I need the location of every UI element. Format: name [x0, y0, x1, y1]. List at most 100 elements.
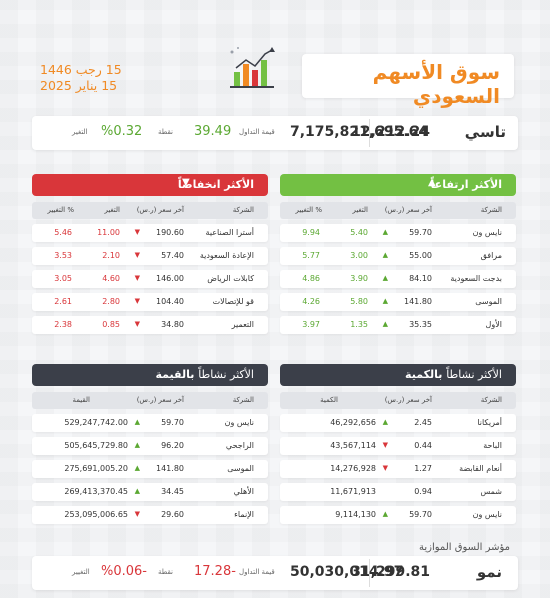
- amount: 275,691,005.20: [64, 464, 128, 473]
- tasi-change-label: التغير: [72, 128, 88, 136]
- last-price: 29.60: [161, 510, 184, 519]
- change-value: 3.90: [350, 274, 368, 283]
- change-value: 5.80: [350, 297, 368, 306]
- title-part-a: الأكثر نشاطاً: [446, 368, 502, 381]
- change-value: 2.10: [102, 251, 120, 260]
- triangle-up-icon: ▲: [382, 274, 388, 282]
- tasi-summary: تاسي 12,212.24 7,175,821,695.64 قيمة الت…: [32, 116, 518, 150]
- amount: 269,413,370.45: [64, 487, 128, 496]
- nomu-section-label: مؤشر السوق الموازية: [419, 542, 510, 553]
- company-name: الأهلي: [233, 487, 254, 496]
- top-gainers-title: الأكثر ارتفاعاً: [430, 178, 502, 191]
- col-company: الشركة: [232, 206, 254, 214]
- table-row[interactable]: الأهلي 34.45 ▲ 269,413,370.45: [32, 483, 268, 501]
- table-row[interactable]: الموسى 141.80 ▲ 275,691,005.20: [32, 460, 268, 478]
- hijri-date: 15 رجب 1446: [40, 62, 122, 77]
- last-price: 34.80: [161, 320, 184, 329]
- most-active-value-header[interactable]: الأكثر نشاطاً بالقيمة: [32, 364, 268, 386]
- change-pct: 9.94: [302, 228, 320, 237]
- col-change: التغير: [352, 206, 368, 214]
- date-block: 15 رجب 1446 15 يناير 2025: [40, 62, 122, 94]
- table-row[interactable]: الإنماء 29.60 ▼ 253,095,006.65: [32, 506, 268, 524]
- triangle-up-icon: ▲: [134, 441, 140, 449]
- last-price: 59.70: [409, 228, 432, 237]
- table-row[interactable]: نايس ون 59.70 ▲ 5.40 9.94: [280, 224, 516, 242]
- table-row[interactable]: أسترا الصناعية 190.60 ▼ 11.00 5.46: [32, 224, 268, 242]
- table-row[interactable]: بدجت السعودية 84.10 ▲ 3.90 4.86: [280, 270, 516, 288]
- table-row[interactable]: التعمير 34.80 ▼ 0.85 2.38: [32, 316, 268, 334]
- title-part-a: الأكثر نشاطاً: [198, 368, 254, 381]
- change-pct: 3.97: [302, 320, 320, 329]
- most-active-volume-header[interactable]: الأكثر نشاطاً بالكمية: [280, 364, 516, 386]
- last-price: 141.80: [156, 464, 184, 473]
- last-price: 59.70: [161, 418, 184, 427]
- most-active-value-title: الأكثر نشاطاً بالقيمة: [156, 368, 254, 381]
- top-losers-header[interactable]: الأكثر انخفاضاً ▼: [32, 174, 268, 196]
- last-price: 2.45: [414, 418, 432, 427]
- triangle-down-icon: ▼: [134, 510, 140, 518]
- table-row[interactable]: نايس ون 59.70 ▲ 9,114,130: [280, 506, 516, 524]
- last-price: 84.10: [409, 274, 432, 283]
- company-name: بدجت السعودية: [450, 274, 502, 283]
- table-header: الشركة آخر سعر (ر.س) التغير التغيير %: [280, 202, 516, 219]
- table-row[interactable]: أمريكانا 2.45 ▲ 46,292,656: [280, 414, 516, 432]
- change-pct: 4.26: [302, 297, 320, 306]
- change-value: 1.35: [350, 320, 368, 329]
- table-row[interactable]: الإعادة السعودية 57.40 ▼ 2.10 3.53: [32, 247, 268, 265]
- amount: 46,292,656: [330, 418, 376, 427]
- triangle-down-icon: ▼: [134, 320, 140, 328]
- top-gainers-header[interactable]: الأكثر ارتفاعاً ▲: [280, 174, 516, 196]
- title-box: سوق الأسهم السعودي: [302, 54, 514, 108]
- nomu-summary: نمو 31,299.81 50,030,014.97 قيمة التداول…: [32, 556, 518, 590]
- company-name: أنعام القابضة: [459, 464, 502, 473]
- tasi-points: 39.49: [194, 124, 232, 139]
- table-row[interactable]: كابلات الرياض 146.00 ▼ 4.60 3.05: [32, 270, 268, 288]
- table-row[interactable]: الموسى 141.80 ▲ 5.80 4.26: [280, 293, 516, 311]
- col-company: الشركة: [232, 396, 254, 404]
- amount: 14,276,928: [330, 464, 376, 473]
- table-row[interactable]: شمس 0.94 11,671,913: [280, 483, 516, 501]
- company-name: الموسى: [227, 464, 254, 473]
- change-pct: 2.61: [54, 297, 72, 306]
- change-value: 0.85: [102, 320, 120, 329]
- last-price: 35.35: [409, 320, 432, 329]
- title-part-b: بالكمية: [405, 368, 443, 381]
- col-volume: الكمية: [320, 396, 338, 404]
- top-losers-title: الأكثر انخفاضاً: [177, 178, 254, 191]
- table-row[interactable]: قو للإتصالات 104.40 ▼ 2.80 2.61: [32, 293, 268, 311]
- change-pct: 5.46: [54, 228, 72, 237]
- change-value: 2.80: [102, 297, 120, 306]
- company-name: نايس ون: [472, 510, 502, 519]
- last-price: 96.20: [161, 441, 184, 450]
- divider: [369, 559, 370, 587]
- tasi-value: 12,212.24: [351, 124, 430, 140]
- table-row[interactable]: نايس ون 59.70 ▲ 529,247,742.00: [32, 414, 268, 432]
- change-pct: 3.05: [54, 274, 72, 283]
- company-name: أمريكانا: [477, 418, 502, 427]
- table-row[interactable]: الراجحي 96.20 ▲ 505,645,729.80: [32, 437, 268, 455]
- table-row[interactable]: الباحة 0.44 ▼ 43,567,114: [280, 437, 516, 455]
- last-price: 190.60: [156, 228, 184, 237]
- last-price: 55.00: [409, 251, 432, 260]
- company-name: قو للإتصالات: [212, 297, 254, 306]
- company-name: الباحة: [483, 441, 502, 450]
- change-pct: 2.38: [54, 320, 72, 329]
- table-header: الشركة آخر سعر (ر.س) القيمة: [32, 392, 268, 409]
- triangle-up-icon: ▲: [382, 510, 388, 518]
- col-change-pct: التغيير %: [47, 206, 74, 214]
- change-pct: 3.53: [54, 251, 72, 260]
- company-name: نايس ون: [224, 418, 254, 427]
- nomu-turnover-label: قيمة التداول: [239, 568, 275, 576]
- nomu-points-label: نقطة: [158, 568, 173, 576]
- nomu-change-label: التغيير: [72, 568, 90, 576]
- table-row[interactable]: الأول 35.35 ▲ 1.35 3.97: [280, 316, 516, 334]
- col-last-price: آخر سعر (ر.س): [384, 206, 432, 214]
- table-row[interactable]: أنعام القابضة 1.27 ▼ 14,276,928: [280, 460, 516, 478]
- amount: 43,567,114: [330, 441, 376, 450]
- change-value: 5.40: [350, 228, 368, 237]
- table-row[interactable]: مرافق 55.00 ▲ 3.00 5.77: [280, 247, 516, 265]
- amount: 505,645,729.80: [64, 441, 128, 450]
- triangle-up-icon: ▲: [382, 418, 388, 426]
- company-name: الموسى: [475, 297, 502, 306]
- last-price: 59.70: [409, 510, 432, 519]
